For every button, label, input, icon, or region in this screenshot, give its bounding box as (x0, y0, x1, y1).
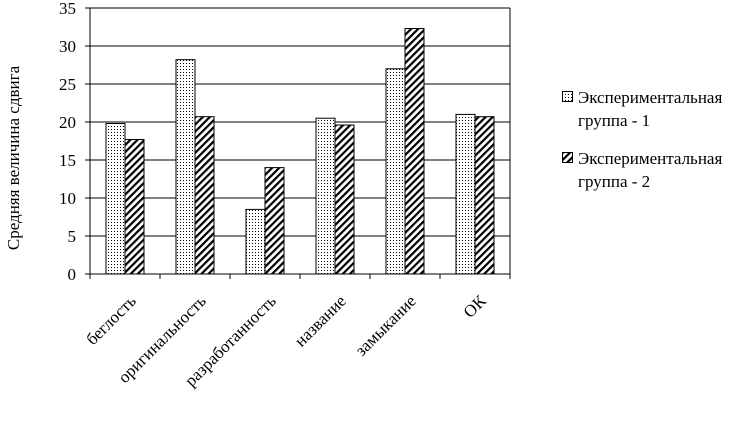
bar-series-2-4 (404, 28, 425, 275)
x-tick-label: название (291, 291, 350, 350)
y-tick-label: 30 (59, 37, 76, 56)
legend-label-series-1: Экспериментальная группа - 1 (578, 88, 723, 130)
y-tick-label: 20 (59, 113, 76, 132)
bars (105, 28, 495, 275)
bar-series-1-4 (385, 68, 406, 275)
bar-series-2-3 (334, 124, 355, 275)
bar-series-1-0 (105, 123, 126, 275)
bar-series-2-2 (264, 167, 285, 275)
y-tick-label: 15 (59, 151, 76, 170)
gridlines (90, 7, 510, 237)
legend-swatch-diagonal (562, 152, 573, 163)
axes (85, 7, 511, 279)
y-tick-label: 25 (59, 75, 76, 94)
bar-series-2-0 (124, 138, 145, 275)
legend-swatch-dots (562, 91, 573, 102)
bar-series-2-1 (194, 116, 215, 275)
legend-label-series-2: Экспериментальная группа - 2 (578, 149, 723, 191)
legend-item-series-1: Экспериментальная группа - 1 (558, 86, 754, 132)
y-tick-label: 10 (59, 189, 76, 208)
bar-series-2-5 (474, 116, 495, 275)
legend: Экспериментальная группа - 1 Эксперимент… (558, 86, 754, 208)
y-axis-label: Средняя величина сдвига (4, 65, 23, 250)
y-tick-label: 35 (59, 0, 76, 18)
legend-item-series-2: Экспериментальная группа - 2 (558, 147, 754, 193)
bar-series-1-1 (175, 59, 196, 275)
x-tick-label: беглость (82, 291, 140, 349)
bar-series-1-2 (245, 208, 266, 275)
y-tick-label: 0 (68, 265, 77, 284)
bar-series-1-5 (455, 113, 476, 275)
y-tick-label: 5 (68, 227, 77, 246)
x-tick-label: замыкание (351, 291, 419, 359)
bar-series-1-3 (315, 117, 336, 275)
x-tick-label: ОК (460, 291, 491, 322)
